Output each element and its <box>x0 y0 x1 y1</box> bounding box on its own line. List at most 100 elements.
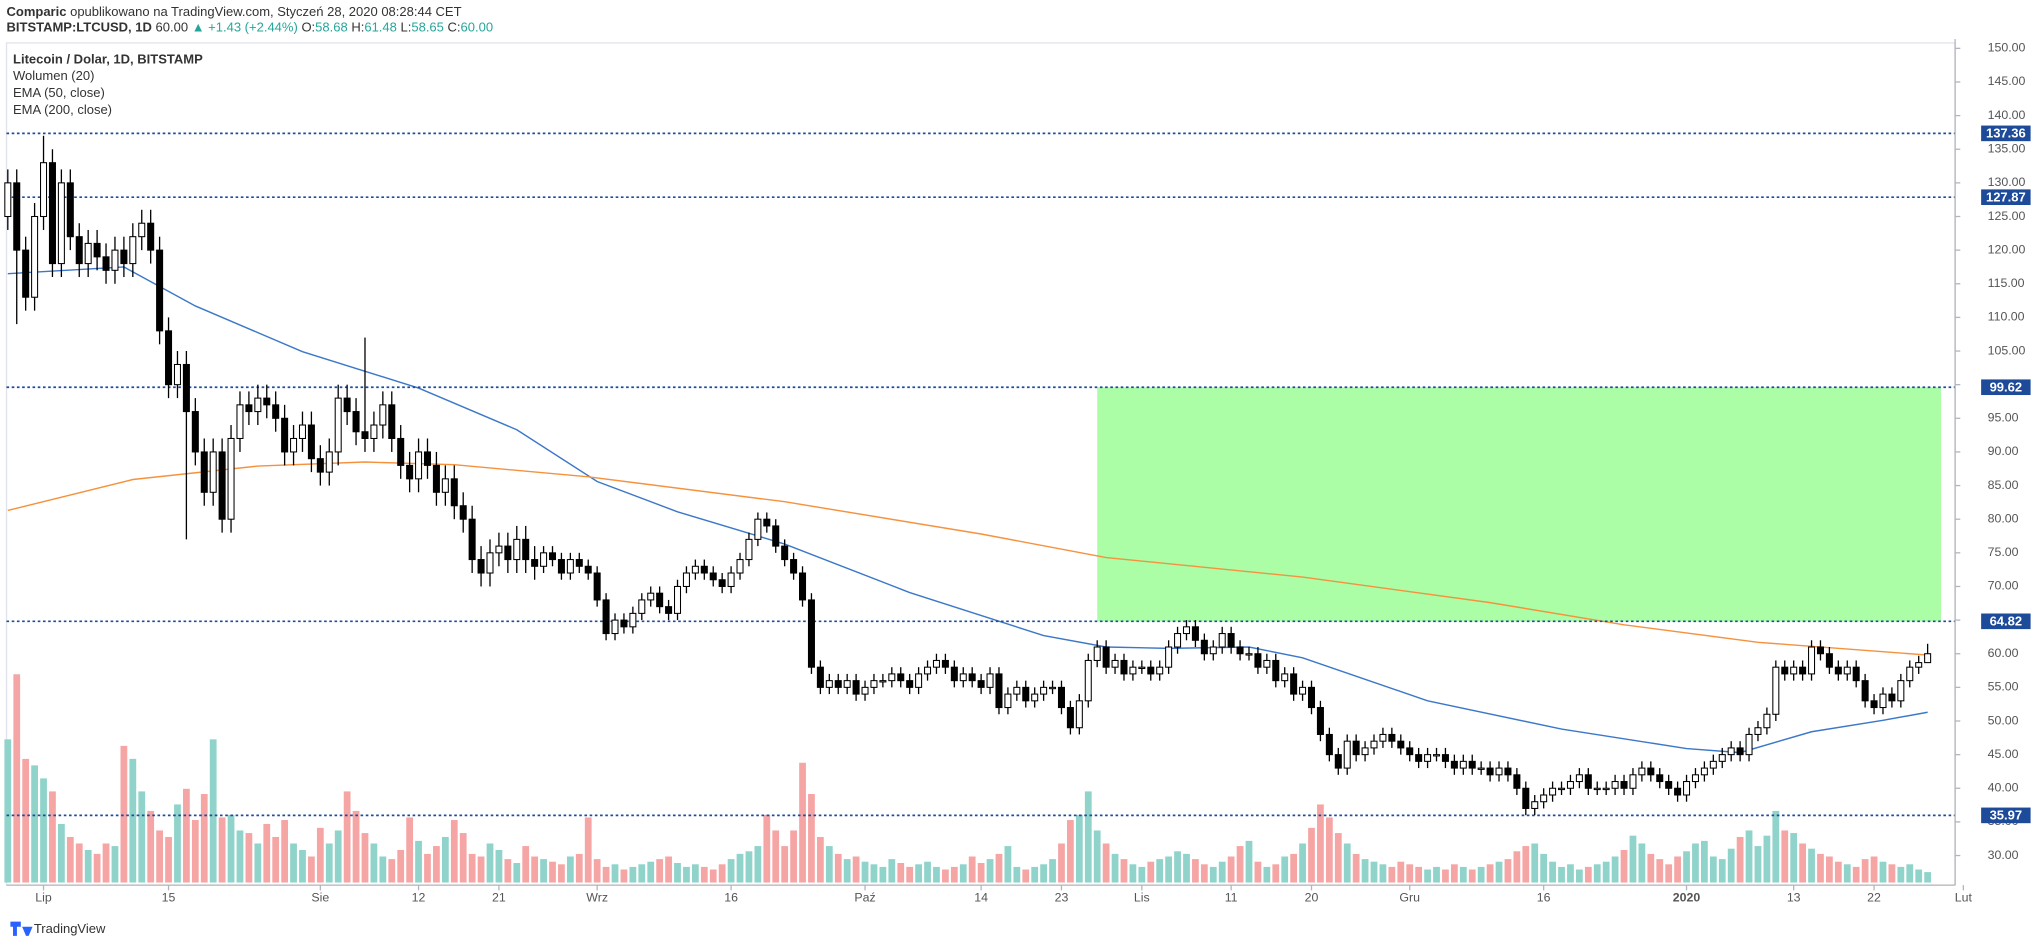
candle-body <box>1870 700 1878 709</box>
candle-body <box>218 451 226 520</box>
volume-bar <box>4 739 12 883</box>
candle-body <box>1772 666 1780 715</box>
candle-body <box>665 606 673 614</box>
candle-body <box>1558 787 1566 791</box>
volume-bar <box>772 830 780 883</box>
candle-body <box>647 592 655 601</box>
volume-bar <box>1683 851 1690 883</box>
y-tick-label: 125.00 <box>1988 209 2026 223</box>
candle-body <box>1013 686 1021 695</box>
candle-body <box>1459 760 1467 769</box>
level-tag <box>1981 189 2031 206</box>
volume-bar <box>281 820 289 883</box>
candle-body <box>1852 666 1860 682</box>
y-tick-label: 140.00 <box>1988 108 2026 122</box>
candle-body <box>1325 733 1333 756</box>
candle-body <box>93 242 101 258</box>
volume-bar <box>325 843 333 883</box>
volume-bar <box>1343 843 1351 883</box>
plot <box>4 132 1956 883</box>
volume-bar <box>1602 861 1610 883</box>
candle-body <box>459 505 467 520</box>
volume-bar <box>1450 864 1458 883</box>
candle-body <box>691 565 699 574</box>
candle-body <box>727 572 735 587</box>
ohlc-key: C: <box>448 20 461 35</box>
candle-body <box>593 572 601 601</box>
candle-body <box>763 518 771 527</box>
candle-body <box>370 424 378 440</box>
ohlc-key: L: <box>401 20 412 35</box>
candle-body <box>1441 754 1449 762</box>
y-tick-label: 145.00 <box>1988 74 2026 88</box>
volume-bar <box>1736 836 1744 883</box>
volume-bar <box>1013 866 1021 883</box>
candle-body <box>343 397 351 413</box>
level-tag <box>1981 379 2031 396</box>
candle-body <box>548 552 557 561</box>
candle-body <box>906 680 914 688</box>
candle-body <box>245 404 253 413</box>
volume-bar <box>1620 849 1628 883</box>
candle-body <box>1495 767 1503 776</box>
x-tick-label: Gru <box>1399 890 1420 904</box>
volume-bar <box>200 794 208 883</box>
candle-body <box>1825 653 1833 668</box>
volume-bar <box>379 856 387 883</box>
candle-body <box>1406 747 1414 756</box>
candle-body <box>4 182 12 218</box>
volume-bar <box>1888 864 1896 883</box>
candle-body <box>897 673 905 682</box>
candle-body <box>1647 767 1655 776</box>
volume-bar <box>950 866 958 883</box>
candle-body <box>870 680 878 688</box>
volume-bar <box>1629 835 1637 883</box>
volume-bar <box>1852 866 1860 883</box>
volume-bar <box>1486 864 1494 883</box>
y-tick-label: 70.00 <box>1988 579 2019 593</box>
x-tick-label: 13 <box>1787 890 1801 904</box>
candle-body <box>1620 781 1628 789</box>
x-tick-label: Wrz <box>586 890 608 904</box>
volume-bar <box>1075 814 1083 883</box>
y-tick-label: 90.00 <box>1988 444 2019 458</box>
volume-bar <box>1870 856 1878 883</box>
volume-bar <box>709 869 717 883</box>
candle-body <box>307 424 315 460</box>
candle-body <box>1781 666 1789 675</box>
volume-bar <box>1200 864 1208 883</box>
x-tick-label: 22 <box>1867 890 1881 904</box>
candle-body <box>1549 787 1557 796</box>
y-tick-label: 30.00 <box>1988 848 2019 862</box>
candle-body <box>147 222 155 251</box>
volume-bar <box>593 859 601 883</box>
volume-bar <box>1218 861 1226 883</box>
candle-body <box>915 673 923 688</box>
volume-bar <box>1656 859 1664 883</box>
candle-body <box>379 404 387 426</box>
candle-body <box>1379 733 1387 742</box>
volume-bar <box>915 864 922 883</box>
volume-bar <box>147 810 155 883</box>
candle-body <box>1182 626 1191 635</box>
volume-bar <box>754 846 762 883</box>
volume-bar <box>1834 861 1842 883</box>
volume-bar <box>558 864 565 883</box>
volume-bar <box>40 778 47 883</box>
candle-body <box>1156 666 1164 675</box>
volume-bar <box>1209 866 1217 883</box>
y-tick-label: 95.00 <box>1988 411 2019 425</box>
volume-bar <box>1379 864 1387 883</box>
volume-bar <box>22 758 30 883</box>
volume-bar <box>1031 866 1039 883</box>
x-tick-label: 14 <box>974 890 988 904</box>
candle-body <box>1879 693 1887 709</box>
volume-bar <box>209 739 217 883</box>
candle-body <box>1307 686 1316 709</box>
volume-bar <box>1317 804 1324 883</box>
x-tick-label: 2020 <box>1673 890 1701 904</box>
volume-bar <box>1040 864 1048 883</box>
candle-body <box>254 397 262 413</box>
volume-bar <box>1727 848 1735 883</box>
